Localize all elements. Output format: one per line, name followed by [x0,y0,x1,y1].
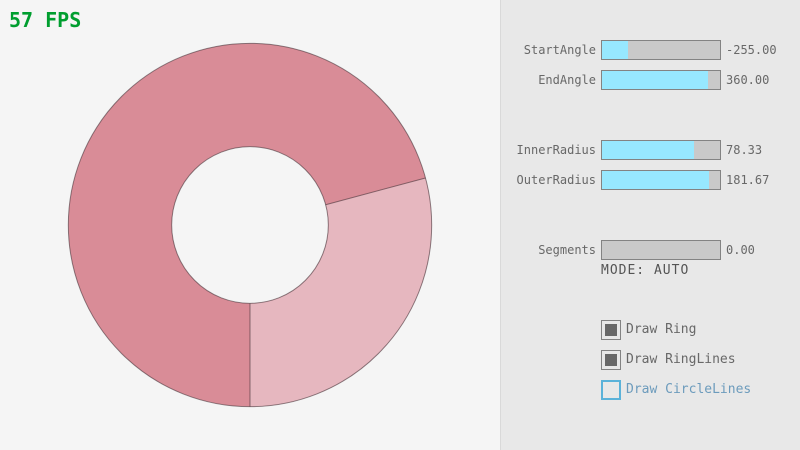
slider-row-outer-radius: OuterRadius 181.67 [501,170,800,190]
check-mark-icon [605,354,617,366]
ring-visualization [67,42,433,408]
controls-panel: StartAngle -255.00 EndAngle 360.00 Inner… [500,0,800,450]
slider-row-segments: Segments 0.00 [501,240,800,260]
end-angle-slider[interactable] [601,70,721,90]
segments-label: Segments [538,243,596,257]
draw-ring-label: Draw Ring [626,322,697,337]
inner-radius-slider-fill [602,141,695,159]
end-angle-label: EndAngle [538,73,596,87]
end-angle-value: 360.00 [726,73,770,87]
checkbox-row-draw-ringlines: Draw RingLines [501,350,800,370]
start-angle-slider[interactable] [601,40,721,60]
draw-circlelines-label: Draw CircleLines [626,382,752,397]
inner-radius-label: InnerRadius [516,143,596,157]
segments-slider[interactable] [601,240,721,260]
inner-radius-slider[interactable] [601,140,721,160]
draw-ringlines-checkbox[interactable] [601,350,621,370]
outer-radius-label: OuterRadius [516,173,596,187]
segments-mode-label: MODE: AUTO [601,263,690,278]
inner-radius-value: 78.33 [726,143,763,157]
checkbox-row-draw-ring: Draw Ring [501,320,800,340]
end-angle-slider-fill [602,71,709,89]
draw-ring-checkbox[interactable] [601,320,621,340]
start-angle-slider-fill [602,41,628,59]
checkbox-row-draw-circlelines: Draw CircleLines [501,380,800,400]
outer-radius-slider-fill [602,171,710,189]
start-angle-label: StartAngle [523,43,596,57]
segments-value: 0.00 [726,243,755,257]
draw-circlelines-checkbox[interactable] [601,380,621,400]
draw-ringlines-label: Draw RingLines [626,352,736,367]
start-angle-value: -255.00 [726,43,777,57]
check-mark-icon [605,324,617,336]
outer-radius-value: 181.67 [726,173,770,187]
outer-radius-slider[interactable] [601,170,721,190]
fps-counter: 57 FPS [9,8,82,32]
slider-row-end-angle: EndAngle 360.00 [501,70,800,90]
slider-row-start-angle: StartAngle -255.00 [501,40,800,60]
slider-row-inner-radius: InnerRadius 78.33 [501,140,800,160]
